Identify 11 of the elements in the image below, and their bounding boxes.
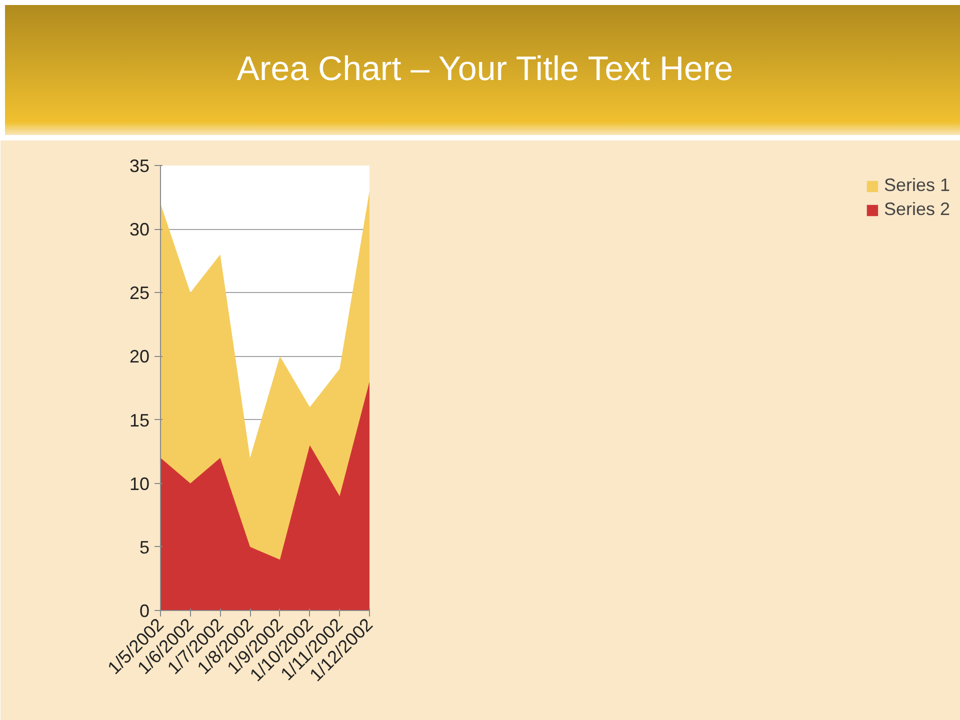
y-tick-label: 25	[129, 283, 150, 304]
legend-label: Series 2	[884, 199, 950, 220]
y-tick-label: 5	[139, 537, 150, 558]
legend-label: Series 1	[884, 175, 950, 196]
y-tick-label: 35	[129, 156, 150, 176]
y-tick-label: 15	[129, 410, 150, 430]
y-tick-label: 30	[129, 220, 150, 240]
y-tick-label: 0	[139, 601, 150, 621]
y-tick-label: 10	[129, 474, 150, 494]
text: Area Chart – Your Title Text Here	[236, 49, 734, 90]
y-tick-label: 20	[129, 346, 150, 367]
